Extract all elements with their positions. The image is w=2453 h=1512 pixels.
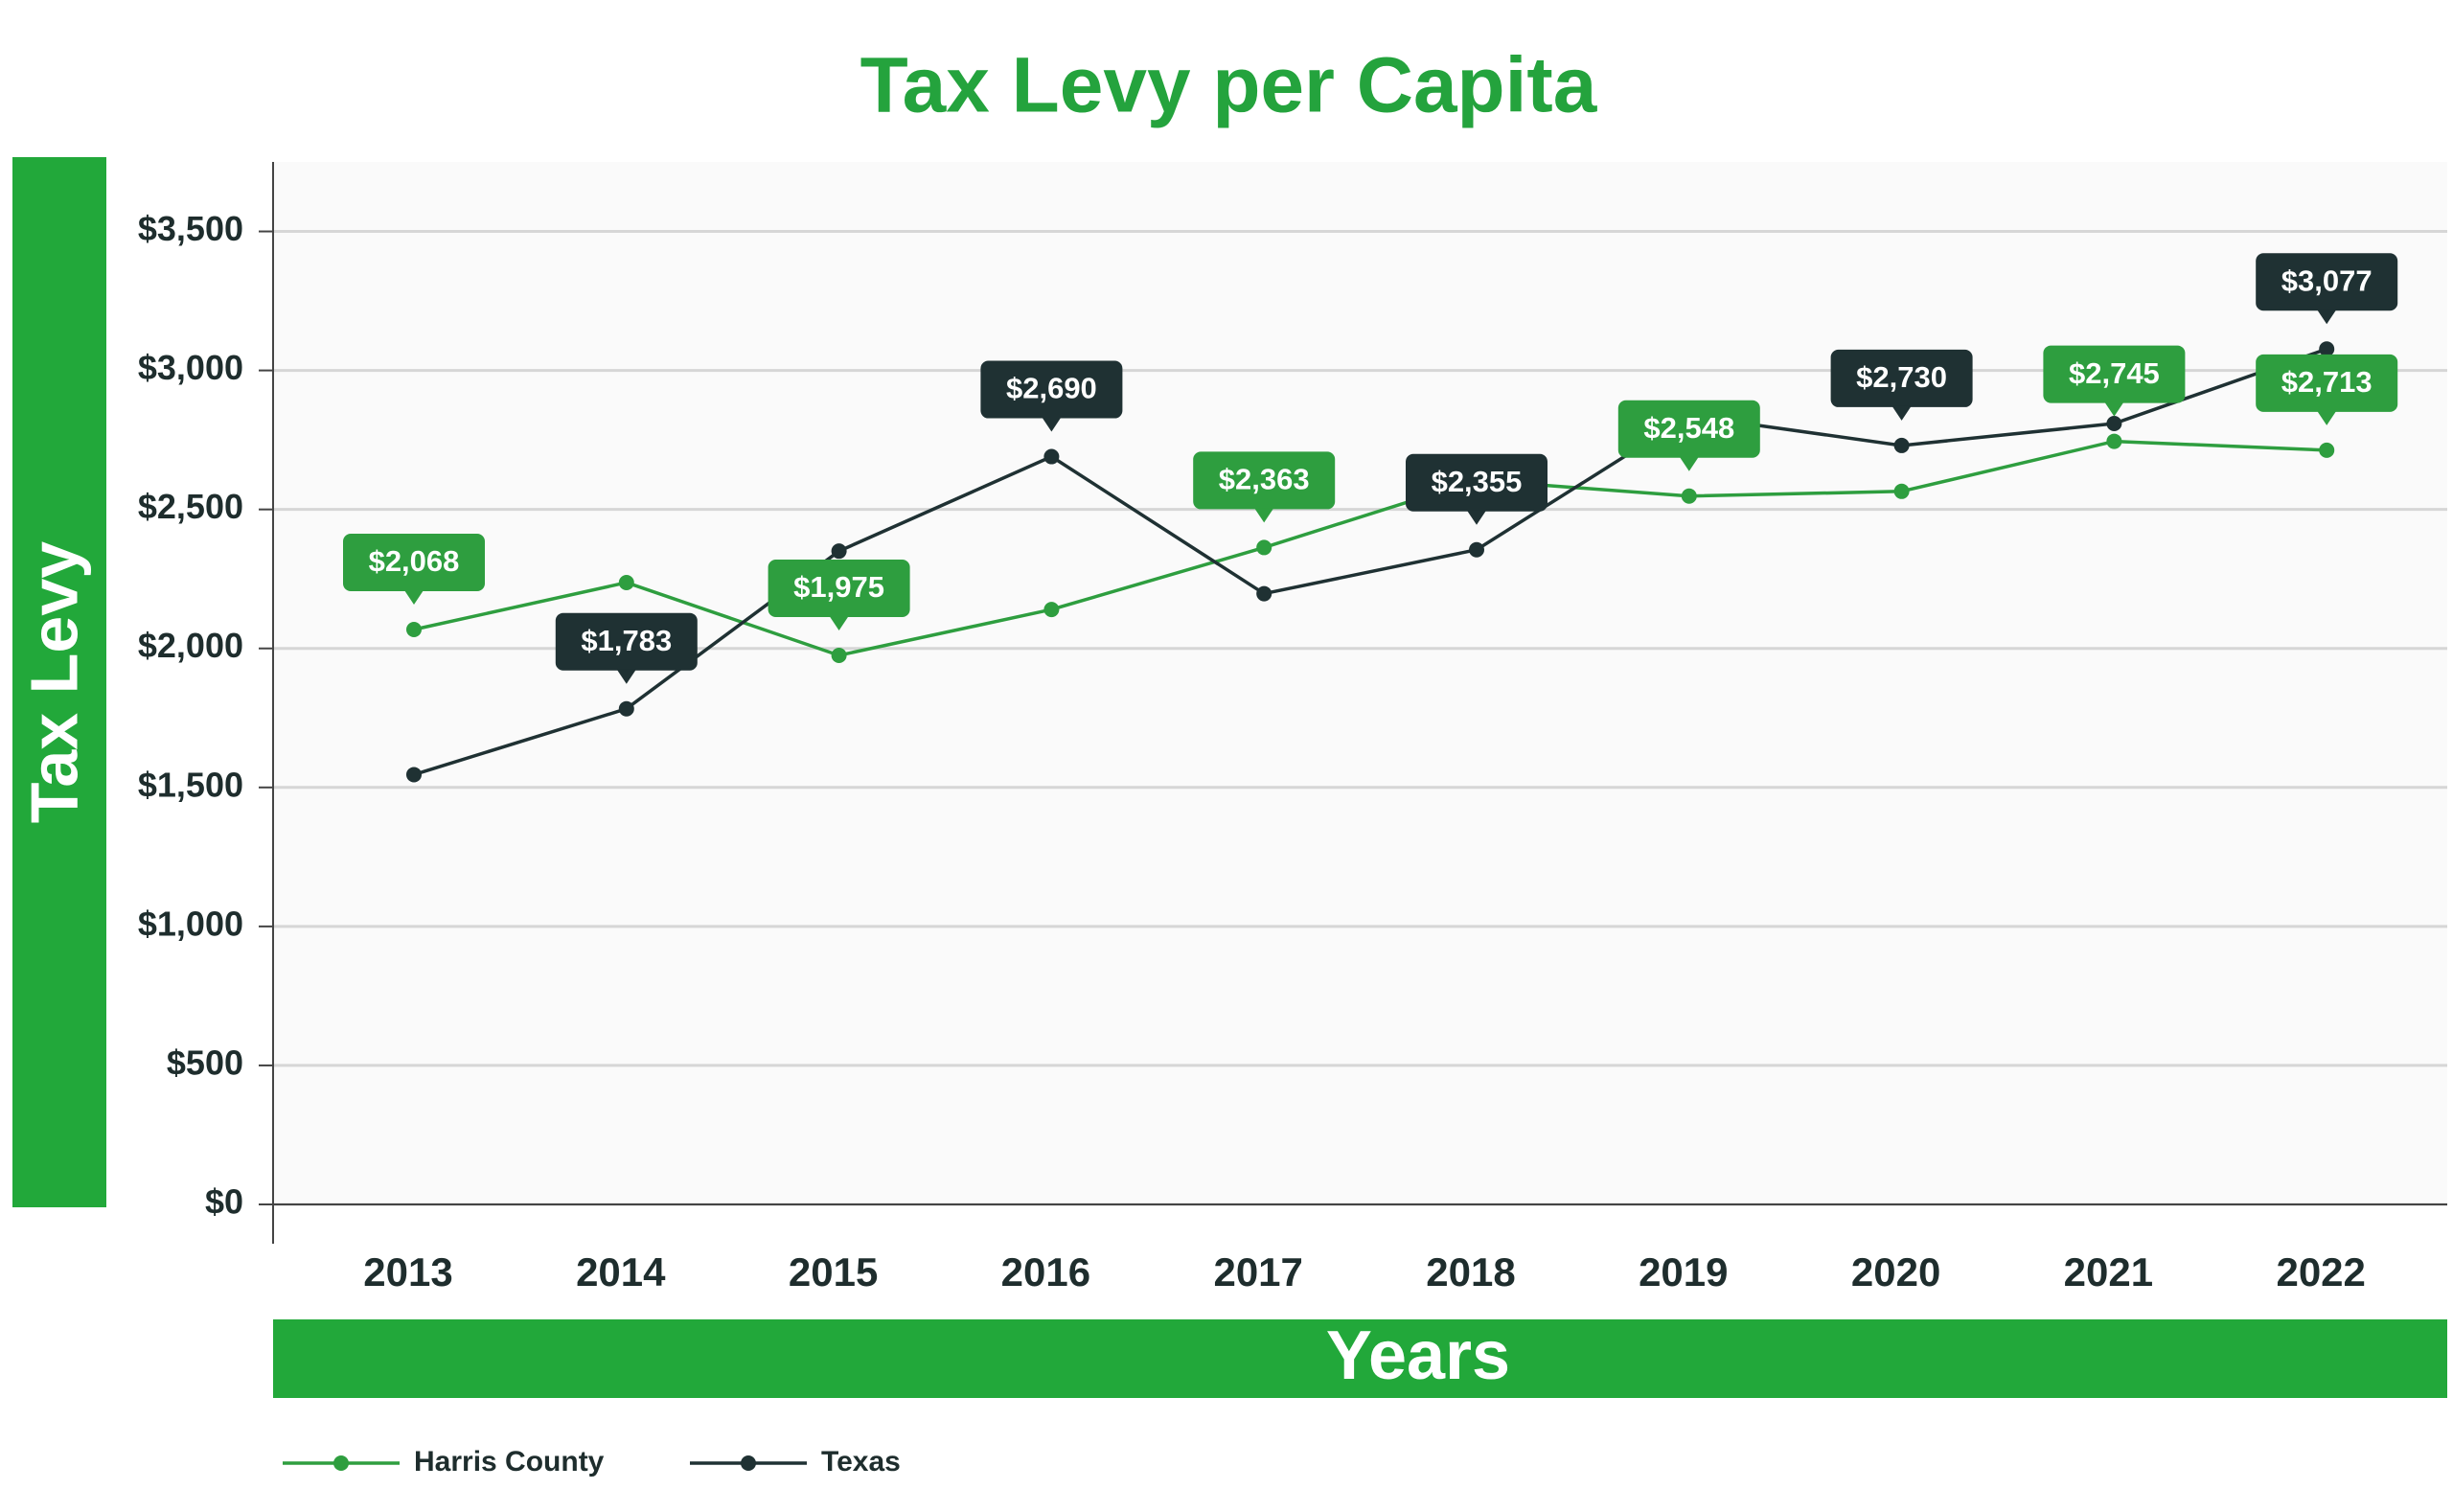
data-point [831, 543, 847, 560]
data-point [1043, 602, 1060, 618]
data-label: $2,548 [1617, 400, 1760, 471]
series-line [413, 439, 2327, 657]
data-label: $2,355 [1406, 453, 1547, 525]
data-label-pointer [404, 590, 424, 606]
x-tick-label: 2018 [1426, 1249, 1515, 1294]
x-tick-label: 2019 [1639, 1249, 1728, 1294]
x-tick-label: 2020 [1851, 1249, 1940, 1294]
data-label-pointer [616, 669, 636, 684]
data-point [2106, 416, 2122, 432]
legend-label: Texas [821, 1446, 901, 1478]
data-point [618, 574, 634, 590]
data-label-pointer [1679, 456, 1699, 471]
y-axis-banner [12, 157, 106, 1207]
data-label-pointer [1042, 417, 1062, 432]
data-label-pointer [1891, 405, 1912, 421]
data-label: $2,690 [980, 360, 1123, 432]
y-tick-label: $2,500 [138, 487, 243, 526]
data-point [406, 622, 422, 638]
data-label-text: $2,355 [1432, 465, 1523, 498]
x-tick-label: 2017 [1213, 1249, 1302, 1294]
x-tick-label: 2013 [363, 1249, 452, 1294]
data-label-pointer [1467, 510, 1486, 525]
plot-background [273, 162, 2447, 1204]
x-axis-banner [273, 1319, 2447, 1398]
data-label: $1,975 [768, 559, 910, 630]
data-point [1256, 539, 1272, 556]
y-tick-label: $500 [167, 1042, 243, 1082]
data-point [1893, 483, 1910, 499]
data-label-text: $2,068 [369, 544, 460, 578]
data-label: $2,713 [2256, 354, 2398, 425]
data-point [1681, 488, 1697, 504]
data-label-box [2043, 345, 2186, 403]
y-tick-label: $2,000 [138, 626, 243, 665]
y-tick-label: $1,000 [138, 904, 243, 943]
data-label-box [1617, 400, 1760, 458]
data-label-box [343, 534, 485, 592]
data-label: $2,730 [1830, 349, 1973, 421]
data-label: $1,783 [555, 612, 698, 684]
data-label-pointer [2104, 401, 2124, 417]
data-point [1469, 541, 1484, 558]
y-tick-label: $0 [205, 1182, 243, 1222]
data-label-pointer [2317, 410, 2337, 425]
data-label-text: $2,745 [2069, 356, 2160, 390]
x-tick-label: 2022 [2276, 1249, 2365, 1294]
data-label-box [2256, 253, 2398, 311]
data-label: $2,745 [2043, 345, 2186, 417]
data-label-text: $1,783 [581, 624, 672, 657]
legend-marker [741, 1455, 756, 1471]
chart-title: Tax Levy per Capita [860, 42, 1598, 129]
data-label-pointer [2317, 309, 2337, 325]
data-label-pointer [1254, 508, 1274, 523]
data-label-box [980, 360, 1123, 419]
data-point [2319, 341, 2335, 357]
series-line [413, 347, 2327, 777]
y-tick-label: $1,500 [138, 765, 243, 804]
x-tick-label: 2021 [2064, 1249, 2153, 1294]
legend-marker [333, 1455, 349, 1471]
data-label: $3,077 [2256, 253, 2398, 325]
data-label-pointer [829, 615, 849, 630]
x-tick-label: 2015 [789, 1249, 878, 1294]
data-point [1893, 437, 1910, 453]
data-label-text: $2,730 [1856, 360, 1947, 394]
data-label-text: $2,713 [2281, 365, 2373, 399]
data-label-text: $1,975 [793, 570, 884, 604]
data-point [1043, 448, 1060, 465]
data-label-text: $3,077 [2281, 263, 2373, 297]
x-axis-label: Years [1326, 1317, 1510, 1394]
data-point [2319, 442, 2335, 458]
x-tick-label: 2014 [576, 1249, 666, 1294]
y-axis-label: Tax Levy [16, 541, 91, 823]
data-point [2106, 433, 2122, 449]
y-tick-label: $3,500 [138, 209, 243, 248]
data-label-box [1830, 349, 1973, 407]
data-label-box [768, 559, 910, 617]
y-tick-label: $3,000 [138, 348, 243, 387]
data-point [406, 767, 422, 783]
data-label-box [2256, 354, 2398, 412]
data-label-text: $2,690 [1006, 372, 1097, 405]
data-label-box [1406, 453, 1547, 512]
data-point [618, 700, 634, 717]
data-point [831, 647, 847, 663]
data-label-text: $2,548 [1643, 411, 1734, 445]
x-tick-label: 2016 [1001, 1249, 1090, 1294]
data-label: $2,068 [343, 534, 485, 606]
data-point [1256, 585, 1272, 602]
data-label-box [555, 612, 698, 671]
data-label: $2,363 [1193, 451, 1336, 523]
data-label-box [1193, 451, 1336, 510]
data-label-text: $2,363 [1219, 463, 1310, 496]
legend-label: Harris County [414, 1446, 605, 1478]
